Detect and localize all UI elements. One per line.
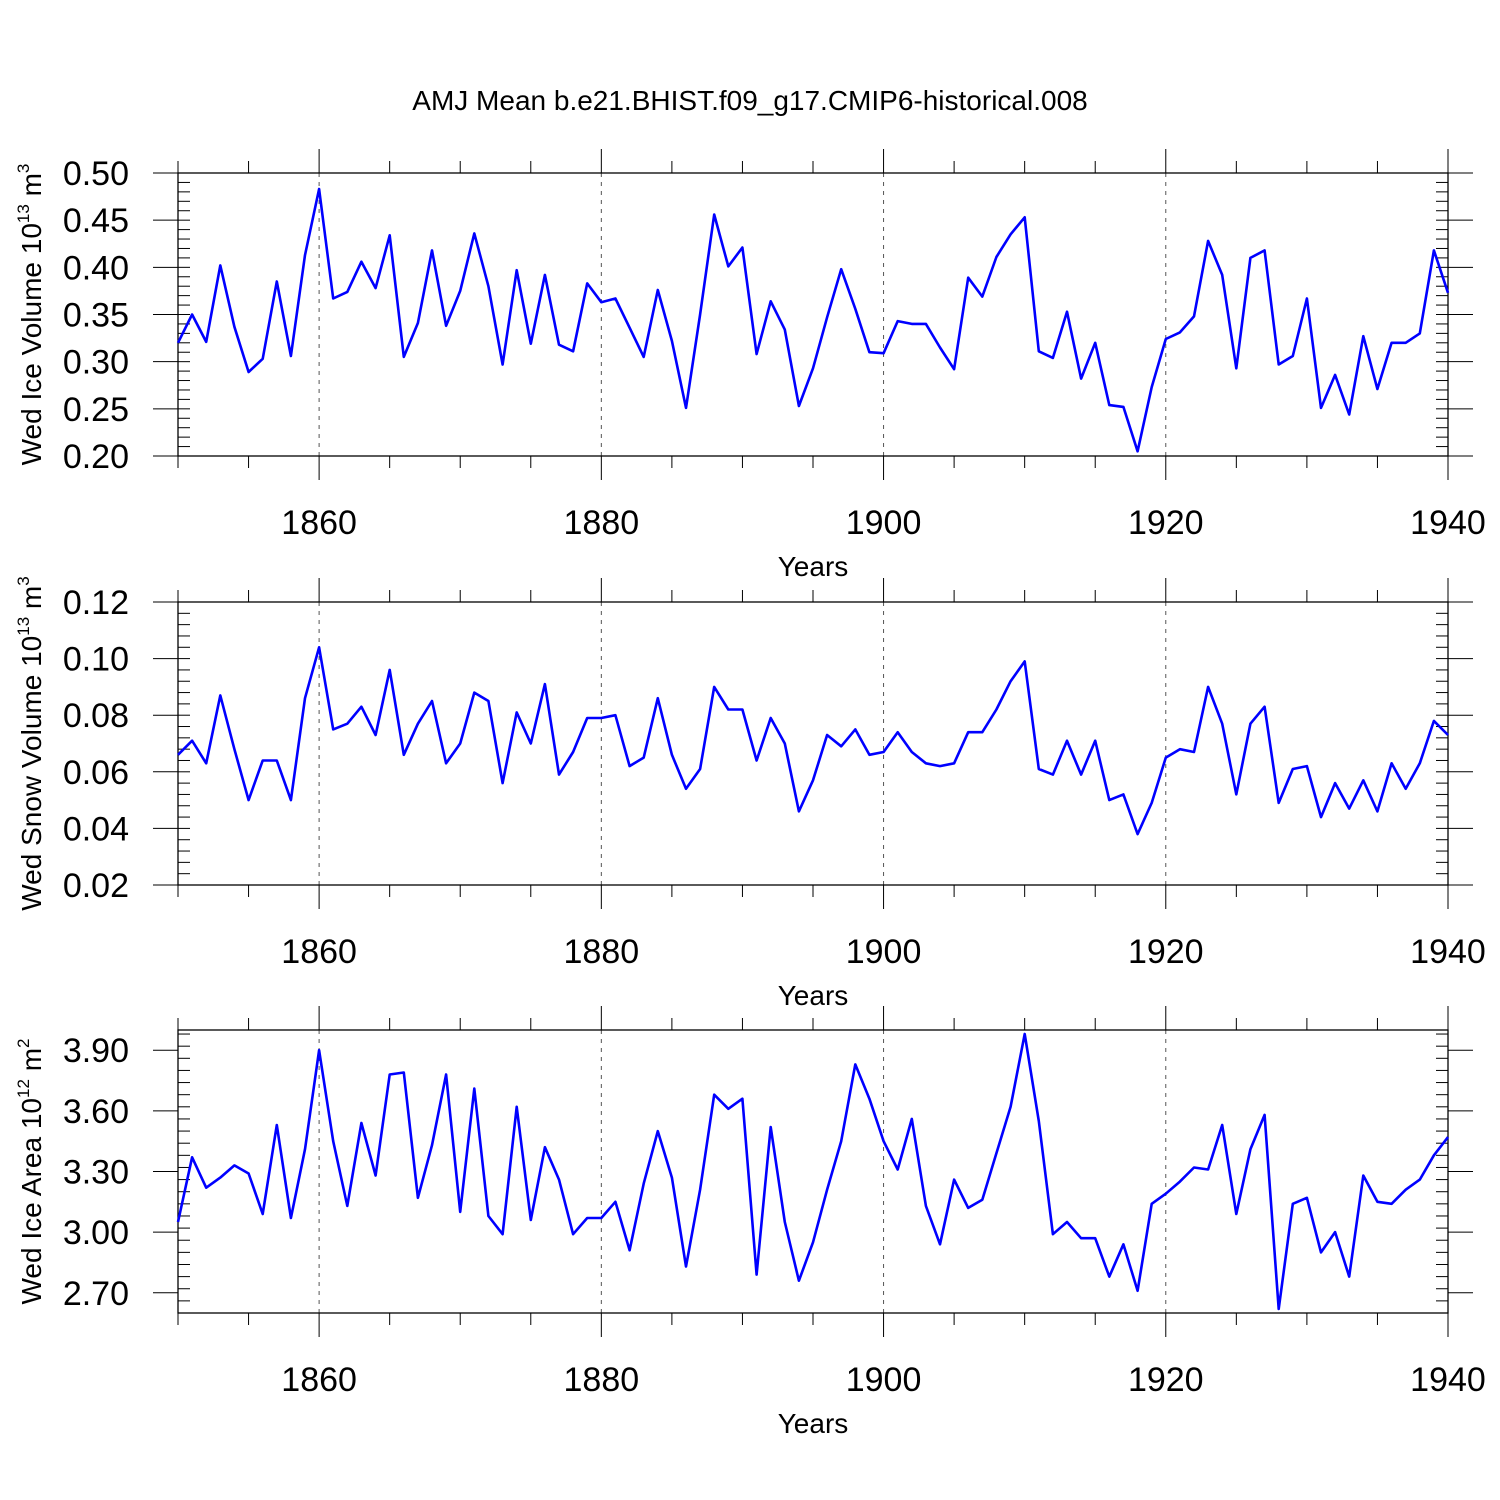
y-label-text: Wed Ice Area 10 (16, 1098, 47, 1305)
x-tick-label: 1860 (281, 1361, 357, 1399)
panel-3: 1860 1880 1900 1920 1940 2.70 3.00 3.30 3.60 3.90… (14, 1006, 1486, 1439)
x-tick-label: 1900 (846, 1361, 922, 1399)
x-tick-label: 1880 (564, 1361, 640, 1399)
panel-1: 1860 1880 1900 1920 1940 0.20 0.25 0.30 0.35 0.40… (14, 149, 1486, 582)
series-line (176, 1032, 1450, 1311)
x-tick-label: 1920 (1128, 933, 1204, 971)
y-tick-label: 3.60 (63, 1093, 129, 1131)
y-tick-label: 0.45 (63, 202, 129, 240)
y-label-unit-exponent: 3 (14, 164, 33, 173)
x-tick-label: 1940 (1410, 1361, 1486, 1399)
series-line (176, 187, 1450, 453)
y-axis-label: Wed Ice Volume 1013 m3 (14, 164, 47, 466)
y-label-exponent: 13 (14, 204, 33, 223)
panels: 1860 1880 1900 1920 1940 0.20 0.25 0.30 0.35 0.40… (14, 149, 1486, 1439)
y-tick-label: 0.08 (63, 697, 129, 735)
y-tick-label: 2.70 (63, 1275, 129, 1313)
y-tick-label: 3.00 (63, 1214, 129, 1252)
y-tick-label: 0.35 (63, 297, 129, 335)
y-tick-label: 0.25 (63, 391, 129, 429)
y-label-exponent: 13 (14, 617, 33, 636)
y-tick-label: 0.30 (63, 344, 129, 382)
panel-2: 1860 1880 1900 1920 1940 0.02 0.04 0.06 0.08 0.10… (14, 576, 1486, 1011)
y-tick-label: 3.90 (63, 1032, 129, 1070)
x-tick-label: 1860 (281, 504, 357, 542)
x-tick-label: 1920 (1128, 1361, 1204, 1399)
y-label-unit-exponent: 2 (14, 1039, 33, 1048)
plot-frame (177, 601, 1449, 886)
x-tick-label: 1920 (1128, 504, 1204, 542)
y-tick-label: 0.02 (63, 867, 129, 905)
y-tick-label: 0.40 (63, 249, 129, 287)
y-tick-label: 0.06 (63, 754, 129, 792)
y-tick-label: 0.10 (63, 641, 129, 679)
y-label-exponent: 12 (14, 1079, 33, 1098)
y-tick-label: 0.04 (63, 810, 129, 848)
x-tick-label: 1900 (846, 504, 922, 542)
x-tick-label: 1940 (1410, 504, 1486, 542)
series-line (177, 645, 1449, 836)
y-tick-label: 0.12 (63, 584, 129, 622)
x-tick-label: 1900 (846, 933, 922, 971)
y-tick-label: 0.20 (63, 438, 129, 476)
y-axis-label: Wed Ice Area 1012 m2 (14, 1039, 47, 1305)
y-axis-label: Wed Snow Volume 1013 m3 (14, 576, 47, 910)
y-tick-label: 0.50 (63, 155, 129, 193)
chart-title: AMJ Mean b.e21.BHIST.f09_g17.CMIP6-histo… (412, 85, 1087, 116)
x-axis-label: Years (778, 980, 849, 1011)
x-tick-label: 1860 (281, 933, 357, 971)
y-label-unit: m (16, 1048, 47, 1079)
y-label-text: Wed Ice Volume 10 (16, 223, 47, 465)
y-label-text: Wed Snow Volume 10 (16, 636, 47, 911)
y-label-unit: m (16, 586, 47, 617)
plot-frame (177, 172, 1449, 457)
plot-frame (177, 1029, 1449, 1314)
x-axis-label: Years (778, 551, 849, 582)
x-axis-label: Years (778, 1408, 849, 1439)
y-label-unit-exponent: 3 (14, 576, 33, 585)
y-tick-label: 3.30 (63, 1154, 129, 1192)
x-tick-label: 1940 (1410, 933, 1486, 971)
y-label-unit: m (16, 173, 47, 204)
x-tick-label: 1880 (564, 933, 640, 971)
x-tick-label: 1880 (564, 504, 640, 542)
